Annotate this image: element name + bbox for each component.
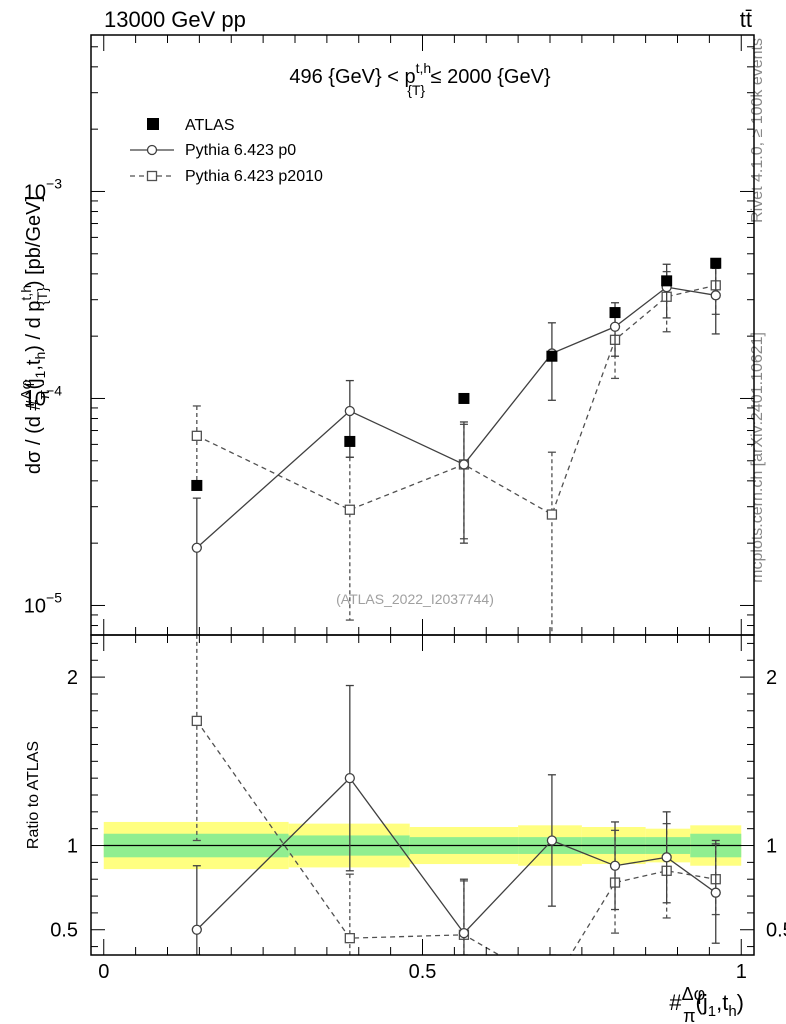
ratio-ytick-label-right: 2 [766, 667, 777, 689]
ratio-p0-point [458, 927, 470, 939]
main-p0-point [609, 321, 621, 332]
ratio-p0-point [661, 852, 672, 863]
legend: ATLAS Pythia 6.423 p0 Pythia 6.423 p2010 [130, 117, 323, 185]
main-p2010-point [191, 430, 202, 441]
main-atlas-point [458, 392, 470, 404]
main-atlas-point [609, 307, 621, 319]
ratio-p0-point [609, 860, 621, 871]
ratio-xtick-label: 0 [98, 961, 109, 983]
ratio-ytick-label-right: 1 [766, 836, 777, 858]
main-ytick-label: 10−3 [24, 175, 62, 203]
main-p2010-point [546, 509, 558, 520]
ratio-xtick-label: 1 [736, 961, 747, 983]
main-panel: 10−5 10−4 10−3 496 {GeV} < pt,h {T} ≤ 2000 … [18, 34, 755, 636]
ratio-ytick-label-left: 2 [67, 667, 78, 689]
legend-marker-atlas [147, 118, 159, 130]
ratio-ytick-label-left: 0.5 [50, 920, 78, 942]
main-p0-point [344, 405, 355, 417]
main-p2010-line [196, 284, 716, 516]
main-ylabel-text: dσ / (d #Δφπ(j1,th) / d pt,h{T}) [pb/GeV… [18, 196, 53, 474]
ratio-p2010-point [191, 715, 202, 727]
ratio-ytick-label-right: 0.5 [766, 920, 786, 942]
rivet-label: Rivet 4.1.0, ≥ 100k events [749, 38, 766, 223]
ratio-ytick-label-left: 1 [67, 836, 78, 858]
main-ylabel: dσ / (d #Δφπ(j1,th) / d pt,h{T}) [pb/GeV… [18, 196, 53, 474]
main-atlas-point [710, 257, 722, 269]
main-axes: 10−5 10−4 10−3 [24, 35, 754, 635]
main-p2010-point [344, 504, 355, 515]
legend-label-p2010: Pythia 6.423 p2010 [185, 168, 323, 185]
legend-marker-p2010 [146, 170, 158, 182]
main-atlas-point [661, 275, 673, 287]
header-right: tt̄ [740, 7, 752, 32]
main-p0-point [710, 290, 721, 301]
legend-marker-p0 [146, 144, 158, 156]
ratio-p0-point [191, 924, 202, 935]
analysis-watermark: (ATLAS_2022_I2037744) [336, 591, 494, 607]
ratio-panel: 0 0.5 1 0.5 0.5 1 1 2 2 Ratio to ATLAS #Δφπ(j1,t… [25, 634, 786, 1024]
source-label: mcplots.cern.ch [arXiv:2401.10621] [749, 332, 766, 583]
ratio-p2010-point [344, 933, 355, 944]
ratio-p0-point [344, 773, 355, 784]
main-ytick-label: 10−5 [24, 589, 62, 617]
legend-label-p0: Pythia 6.423 p0 [185, 142, 296, 159]
main-atlas-point [546, 350, 558, 362]
main-ytick-label: 10−4 [24, 382, 62, 410]
ratio-frame [90, 634, 755, 956]
ratio-p0-point [710, 887, 721, 898]
legend-label-atlas: ATLAS [185, 117, 235, 134]
main-title: 496 {GeV} < pt,h {T} ≤ 2000 {GeV} [289, 60, 551, 98]
main-p0-point [191, 542, 202, 553]
main-data-layer [191, 257, 722, 635]
main-p0-point [458, 459, 470, 470]
ratio-data-layer [191, 635, 721, 990]
ratio-axes: 0 0.5 1 0.5 0.5 1 1 2 2 [50, 635, 786, 983]
main-atlas-point [191, 479, 203, 491]
ratio-p2010-point [547, 981, 556, 990]
header-left: 13000 GeV pp [104, 7, 246, 32]
ratio-xlabel: #Δφ π(j1,th) [669, 984, 744, 1024]
ratio-ylabel: Ratio to ATLAS [25, 741, 42, 849]
ratio-xtick-label: 0.5 [409, 961, 437, 983]
ratio-p0-point [546, 835, 558, 846]
main-atlas-point [344, 435, 356, 447]
main-p0-line [196, 286, 716, 549]
